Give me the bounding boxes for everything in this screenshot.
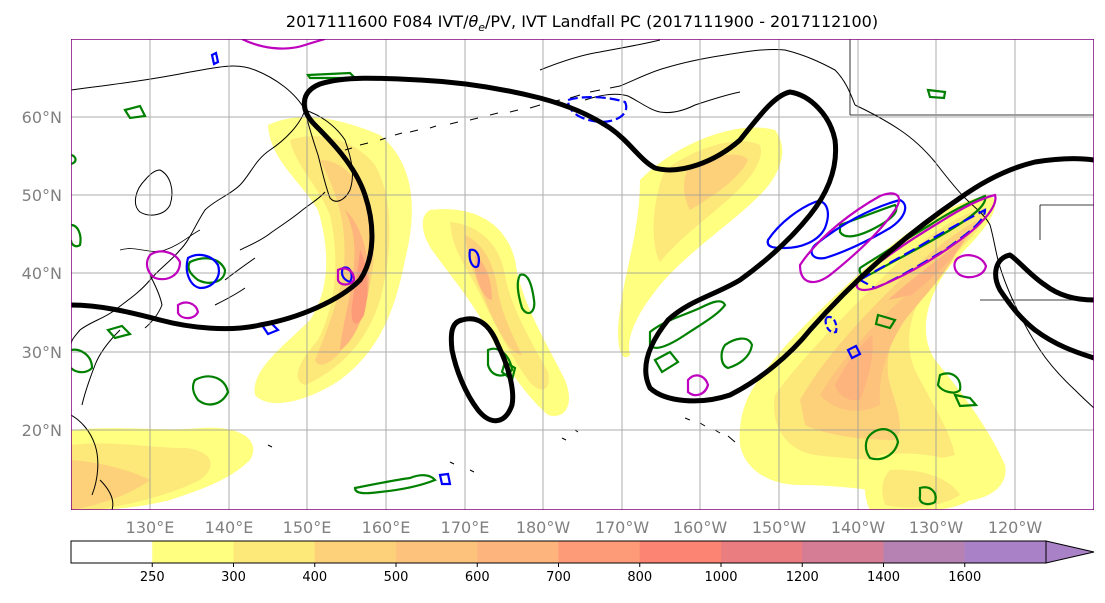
colorbar-segment xyxy=(396,541,478,563)
pv-contours xyxy=(185,51,987,486)
lat-label: 30°N xyxy=(22,343,62,362)
theta-e-contours xyxy=(71,71,987,506)
lat-label: 40°N xyxy=(22,264,62,283)
colorbar-segment xyxy=(639,541,722,563)
lon-label: 170°W xyxy=(595,518,650,537)
coastline-north-america xyxy=(854,104,1094,409)
lon-label: 150°W xyxy=(752,518,807,537)
coastline-japan xyxy=(214,191,326,306)
lon-label: 140°W xyxy=(831,518,886,537)
colorbar-segment xyxy=(964,541,1047,563)
colorbar-tick-label: 700 xyxy=(546,570,571,585)
political-borders xyxy=(119,39,1094,301)
coastline-kamchatka xyxy=(304,109,353,202)
lon-label: 160°W xyxy=(673,518,728,537)
lat-label: 20°N xyxy=(22,421,62,440)
colorbar-tick-label: 400 xyxy=(302,570,327,585)
lon-label: 120°W xyxy=(988,518,1043,537)
colorbar: 250 300 400 500 600 700 800 1000 1200 1400 1600 xyxy=(70,540,1095,585)
colorbar-tick-label: 250 xyxy=(140,570,165,585)
lon-label: 140°E xyxy=(205,518,254,537)
colorbar-segment xyxy=(477,541,559,563)
pc-thick-contour xyxy=(71,75,1094,424)
pv-magenta-contours xyxy=(145,39,997,397)
graticule xyxy=(71,39,1094,510)
colorbar-segment xyxy=(233,541,316,563)
map-panel xyxy=(71,39,1094,510)
colorbar-tick-label: 800 xyxy=(627,570,652,585)
colorbar-segment xyxy=(152,541,234,563)
longitude-labels: 130°E 140°E 150°E 160°E 170°E 180°W 170°… xyxy=(126,518,1043,537)
lat-label: 50°N xyxy=(22,186,62,205)
colorbar-segment xyxy=(721,541,803,563)
latitude-labels: 60°N 50°N 40°N 30°N 20°N xyxy=(22,108,62,440)
colorbar-tick-label: 300 xyxy=(221,570,246,585)
colorbar-segment xyxy=(883,541,966,563)
colorbar-tick-label: 1200 xyxy=(786,570,819,585)
coastline-alaska xyxy=(539,39,856,113)
colorbar-segment xyxy=(558,541,641,563)
colorbar-segment xyxy=(802,541,884,563)
lon-label: 170°E xyxy=(441,518,490,537)
colorbar-tick-label: 1600 xyxy=(948,570,981,585)
lon-label: 130°E xyxy=(126,518,175,537)
colorbar-tick-label: 1000 xyxy=(704,570,737,585)
lon-label: 160°E xyxy=(362,518,411,537)
colorbar-tick-label: 500 xyxy=(384,570,409,585)
lon-label: 130°W xyxy=(909,518,964,537)
colorbar-extension xyxy=(1045,540,1095,564)
lat-label: 60°N xyxy=(22,108,62,127)
colorbar-segment xyxy=(314,541,397,563)
plot-title: 2017111600 F084 IVT/θe/PV, IVT Landfall … xyxy=(286,12,878,34)
colorbar-tick-label: 600 xyxy=(465,570,490,585)
colorbar-segment xyxy=(71,541,153,563)
lon-label: 150°E xyxy=(283,518,332,537)
lon-label: 180°W xyxy=(516,518,571,537)
colorbar-tick-label: 1400 xyxy=(867,570,900,585)
